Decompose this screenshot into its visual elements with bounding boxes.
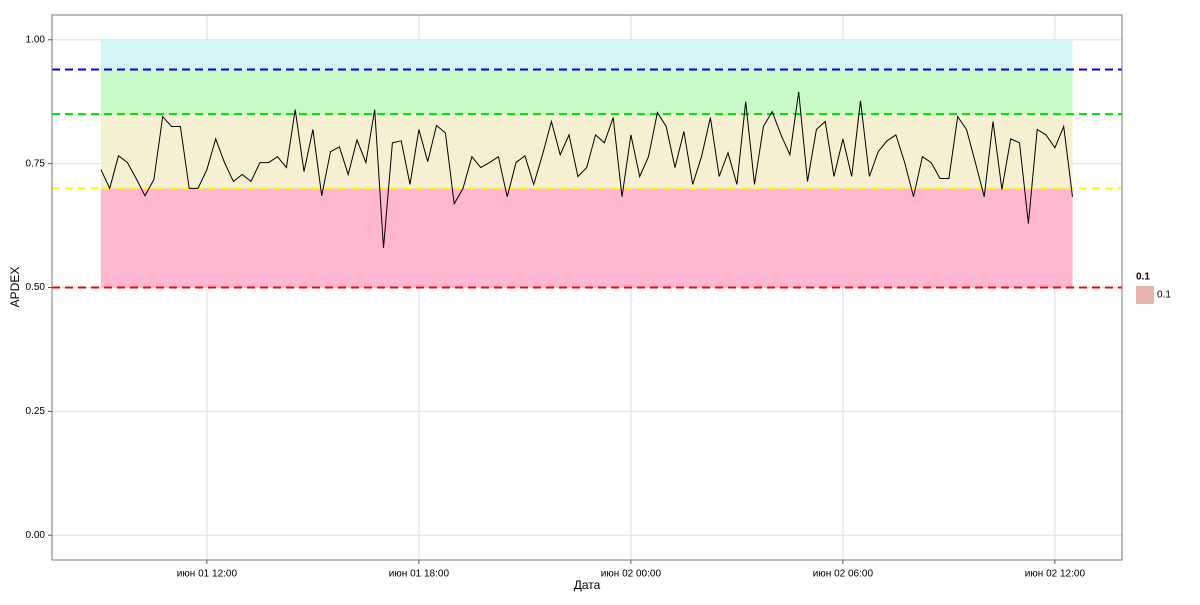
y-tick-label: 0.25 <box>26 406 46 417</box>
y-axis-label: APDEX <box>8 267 22 308</box>
y-tick-label: 0.75 <box>26 158 46 169</box>
band <box>100 188 1073 288</box>
y-tick-label: 1.00 <box>26 34 46 45</box>
x-tick-label: июн 02 06:00 <box>813 569 874 580</box>
x-tick-label: июн 02 12:00 <box>1025 569 1086 580</box>
y-tick-label: 0.00 <box>26 530 46 541</box>
x-tick-label: июн 02 00:00 <box>601 569 662 580</box>
band <box>100 39 1073 70</box>
x-tick-label: июн 01 18:00 <box>389 569 450 580</box>
x-axis-label: Дата <box>574 578 601 592</box>
plot-border <box>51 14 1123 561</box>
data-line <box>100 91 1073 248</box>
legend-label: 0.1 <box>1157 290 1171 301</box>
band <box>100 69 1073 115</box>
x-tick-label: июн 01 12:00 <box>177 569 238 580</box>
legend-key <box>1136 286 1154 304</box>
legend-title: 0.1 <box>1136 272 1150 283</box>
band <box>100 114 1073 189</box>
y-tick-label: 0.50 <box>26 282 46 293</box>
